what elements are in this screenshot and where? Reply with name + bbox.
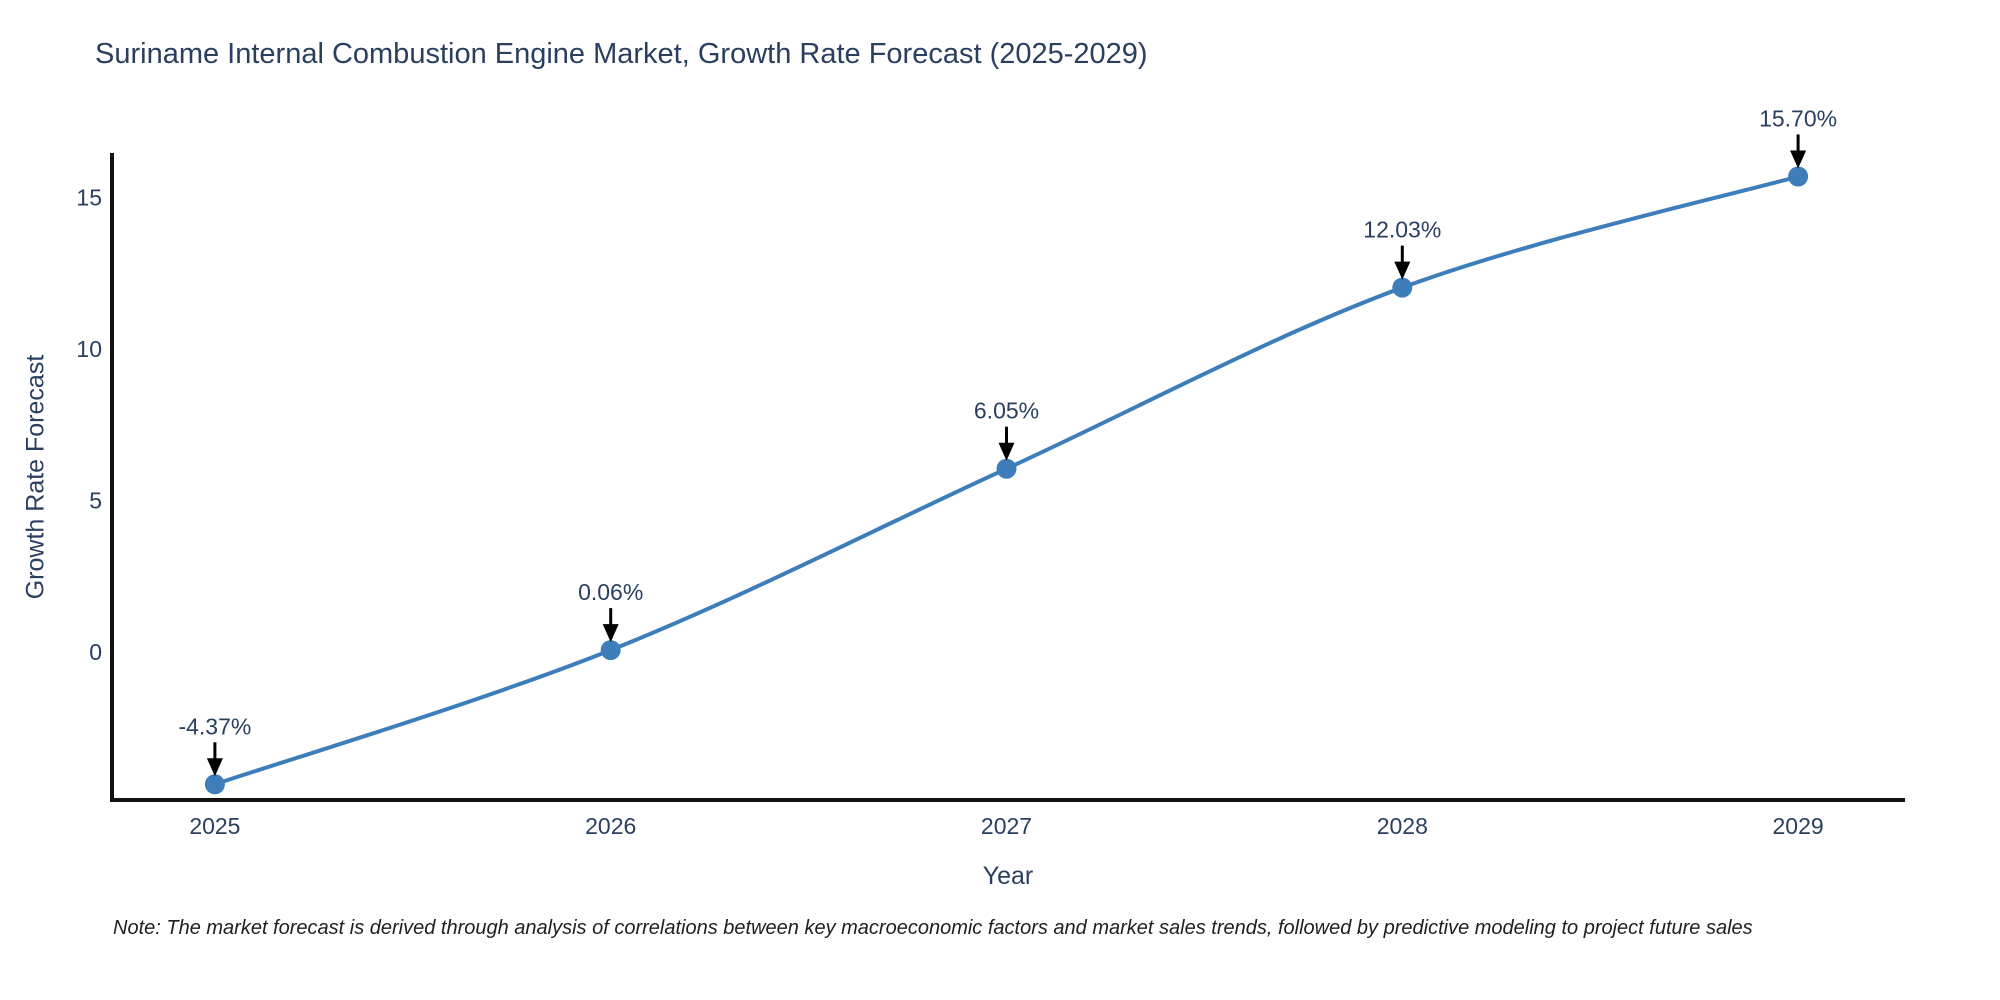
annotation-label-2028: 12.03% bbox=[1363, 217, 1441, 243]
annotation-arrowhead bbox=[206, 758, 223, 777]
axis-lines bbox=[110, 153, 1905, 802]
annotation-arrowhead bbox=[1394, 261, 1411, 280]
x-tick-label-2026: 2026 bbox=[585, 813, 636, 839]
forecast-line bbox=[212, 174, 1801, 787]
annotation-label-2026: 0.06% bbox=[578, 579, 643, 605]
x-tick-label-2029: 2029 bbox=[1773, 813, 1824, 839]
data-point-2026 bbox=[600, 640, 621, 661]
y-tick-label-10: 10 bbox=[76, 336, 102, 362]
y-tick-label-5: 5 bbox=[89, 488, 102, 514]
data-point-2025 bbox=[204, 774, 225, 795]
y-tick-label-15: 15 bbox=[76, 185, 102, 211]
footnote: Note: The market forecast is derived thr… bbox=[113, 917, 1753, 939]
data-point-2027 bbox=[996, 458, 1017, 479]
annotation-label-2029: 15.70% bbox=[1759, 106, 1837, 132]
annotation-label-2025: -4.37% bbox=[178, 713, 251, 739]
x-tick-label-2028: 2028 bbox=[1377, 813, 1428, 839]
x-tick-label-2027: 2027 bbox=[981, 813, 1032, 839]
annotation-arrowhead bbox=[998, 442, 1015, 461]
y-tick-label-0: 0 bbox=[89, 639, 102, 665]
chart-title: Suriname Internal Combustion Engine Mark… bbox=[95, 38, 1148, 70]
data-point-2029 bbox=[1788, 166, 1809, 187]
annotation-arrowhead bbox=[602, 624, 619, 643]
annotation-arrowhead bbox=[1790, 150, 1807, 169]
x-tick-label-2025: 2025 bbox=[189, 813, 240, 839]
annotation-label-2027: 6.05% bbox=[974, 398, 1039, 424]
x-axis-title: Year bbox=[982, 862, 1034, 890]
data-point-2028 bbox=[1392, 277, 1413, 298]
